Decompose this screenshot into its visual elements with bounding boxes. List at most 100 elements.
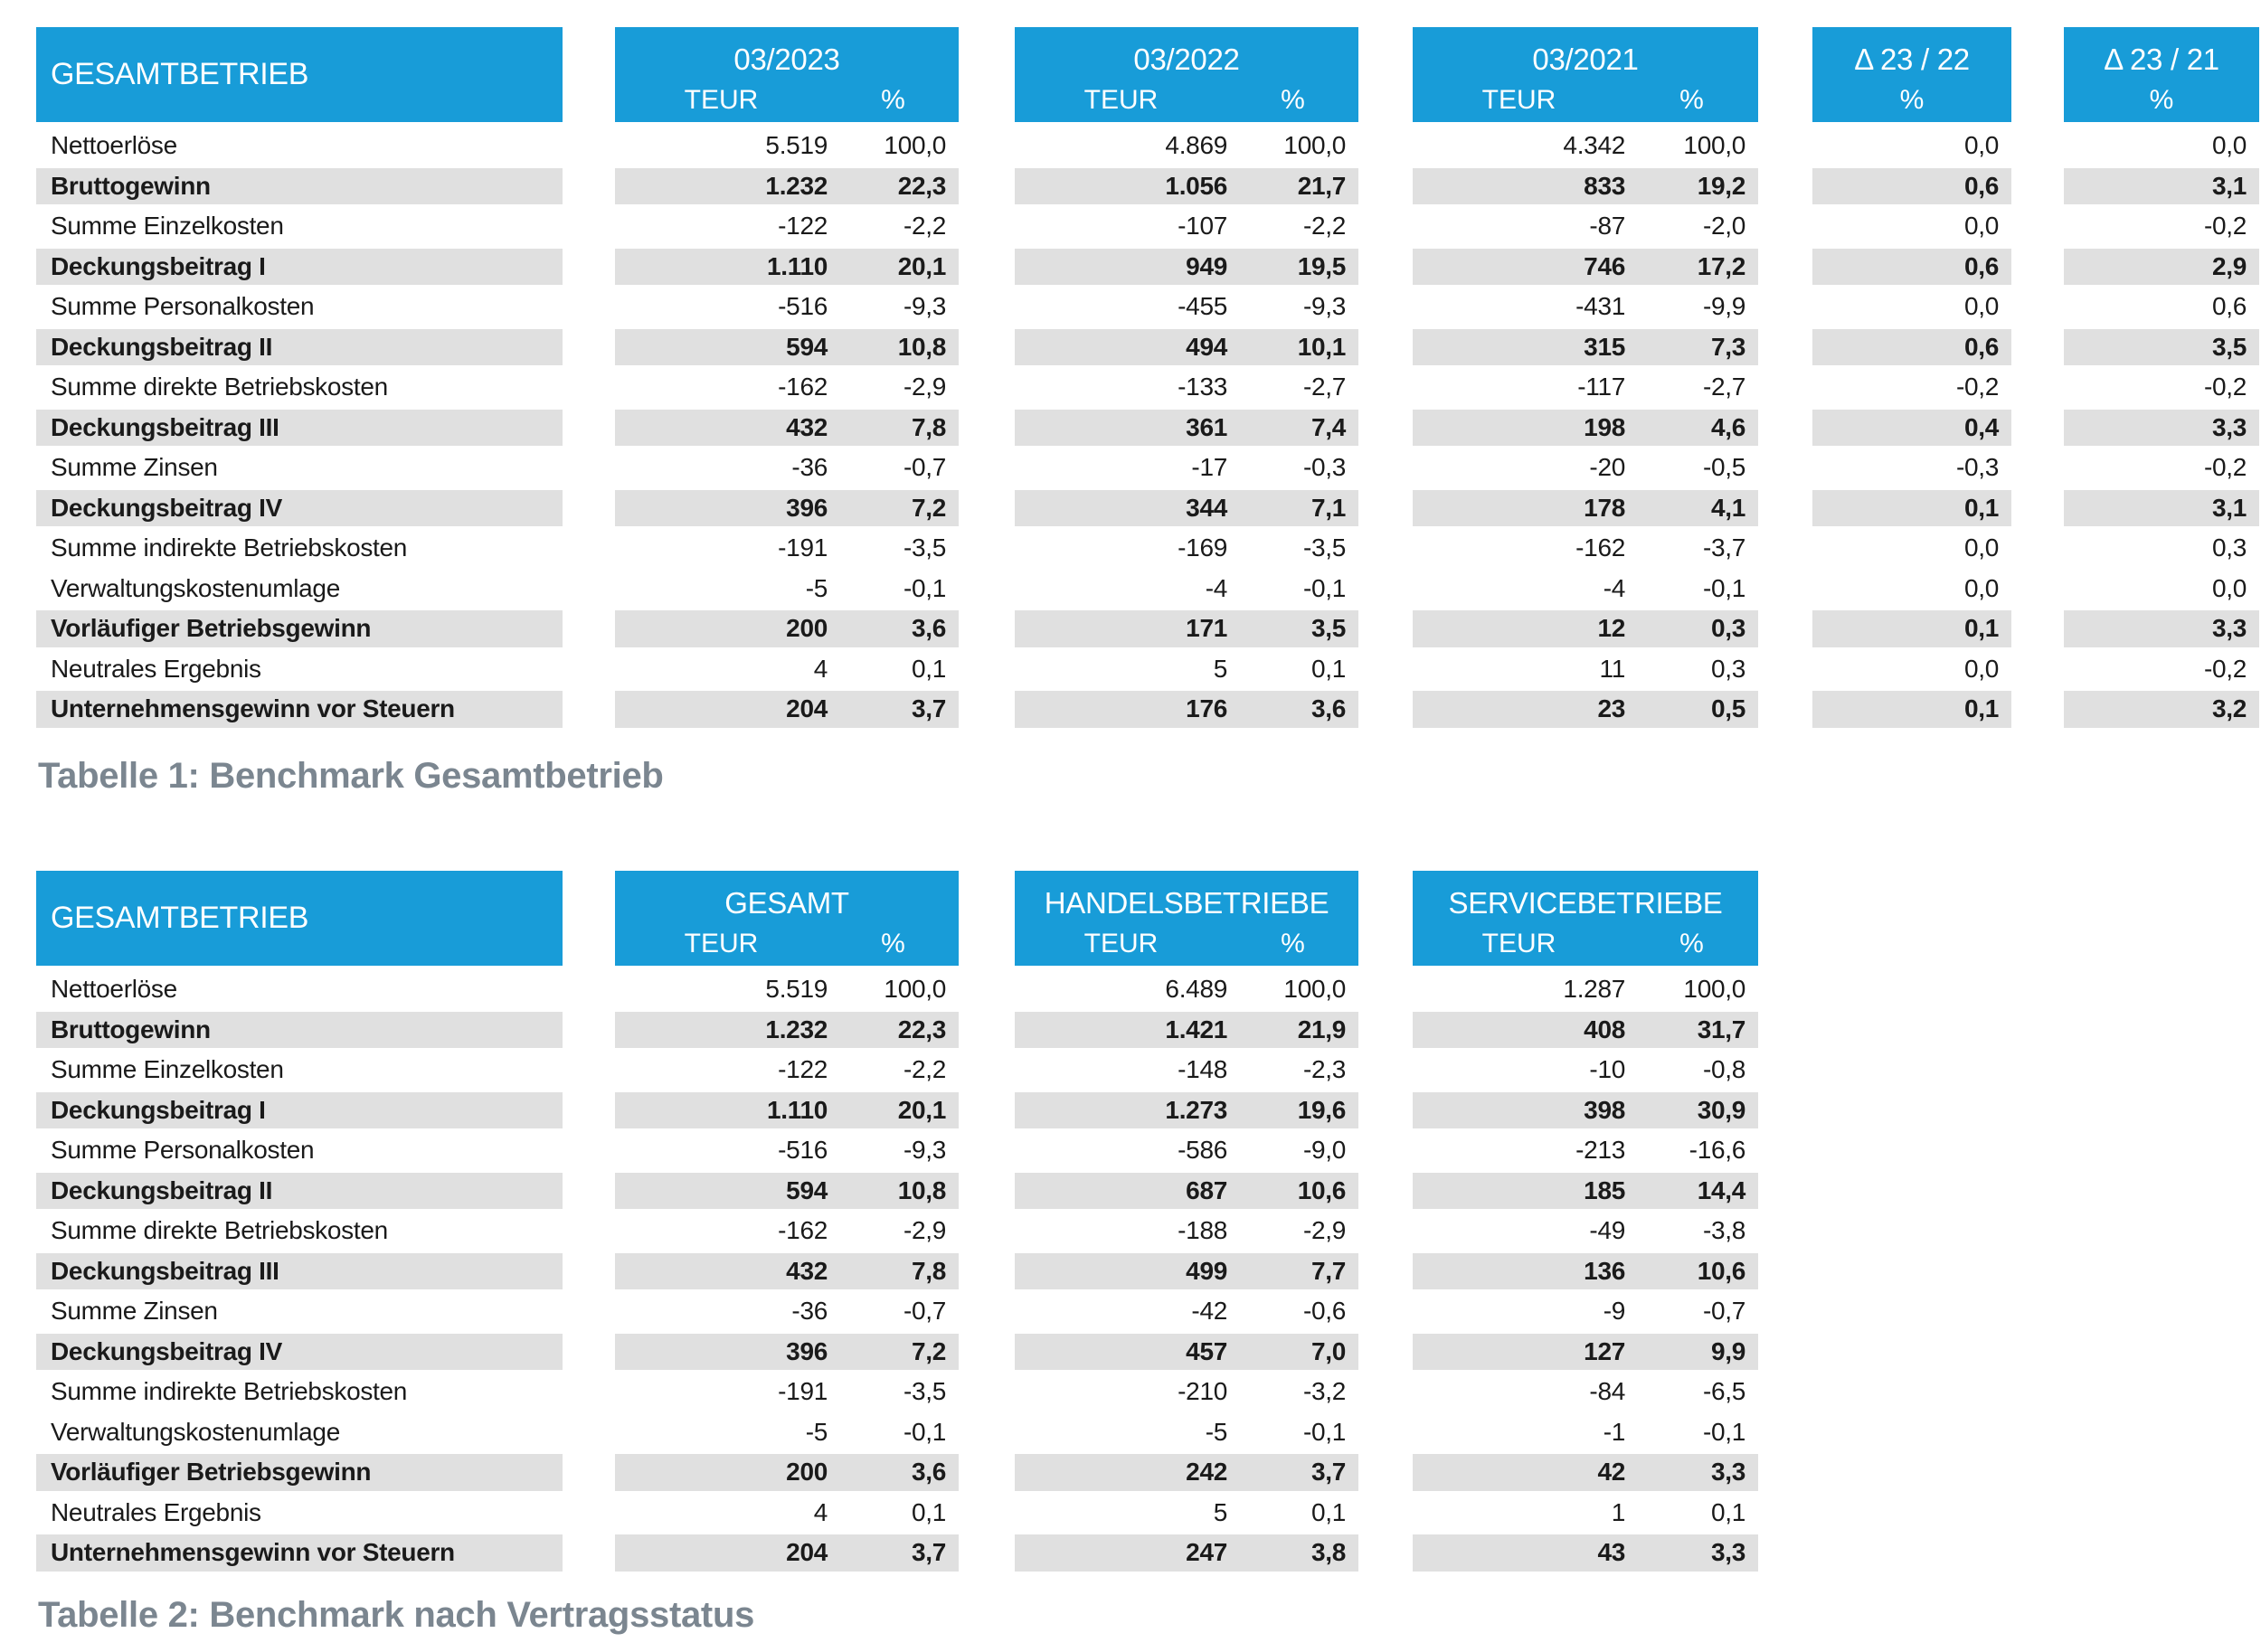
table-row: 127 9,9	[1413, 1331, 1758, 1372]
pct-cell: -0,3	[1955, 453, 1999, 482]
row-label: Summe indirekte Betriebskosten	[51, 533, 408, 562]
table-row: -0,2	[2064, 206, 2259, 247]
pct-cell: 7,8	[911, 412, 946, 441]
table-row: 5 0,1	[1015, 1492, 1358, 1533]
table-row: 0,0	[1812, 287, 2011, 327]
table-row: -0,3	[1812, 448, 2011, 488]
table-row: -0,2	[2064, 367, 2259, 408]
teur-cell: -162	[1575, 533, 1625, 562]
pct-cell: 14,4	[1697, 1175, 1746, 1204]
pct-cell: 0,0	[1963, 533, 1999, 562]
table-row: 746 17,2	[1413, 246, 1758, 287]
table-row: 594 10,8	[615, 1170, 959, 1211]
teur-cell: 198	[1584, 412, 1625, 441]
pct-cell: 0,1	[1310, 654, 1346, 683]
group-units: %	[1812, 79, 2011, 122]
teur-cell: 5.519	[765, 975, 828, 1004]
table-row: Deckungsbeitrag IV	[36, 487, 563, 528]
pct-cell: 0,0	[1963, 212, 1999, 241]
table-row: 0,0	[1812, 126, 2011, 166]
table-row: 3,3	[2064, 609, 2259, 649]
table-row: 0,0	[1812, 528, 2011, 569]
pct-cell: 3,6	[911, 1458, 946, 1487]
pct-cell: -9,0	[1302, 1136, 1346, 1165]
table-row: 178 4,1	[1413, 487, 1758, 528]
table-row: 200 3,6	[615, 609, 959, 649]
teur-cell: -49	[1589, 1216, 1625, 1245]
row-label: Bruttogewinn	[51, 171, 211, 200]
table-title: GESAMTBETRIEB	[36, 871, 563, 966]
teur-cell: 5	[1213, 654, 1228, 683]
teur-cell: -431	[1575, 292, 1625, 321]
table-row: 5 0,1	[1015, 648, 1358, 689]
pct-cell: -0,7	[903, 1297, 946, 1326]
table-row: 0,0	[2064, 568, 2259, 609]
teur-cell: 833	[1584, 171, 1625, 200]
pct-cell: 3,1	[2211, 171, 2247, 200]
table-row: 176 3,6	[1015, 689, 1358, 730]
group-rows: 5.519 100,0 1.232 22,3 -122 -2,2 1.110 20,1 -516…	[615, 126, 959, 730]
teur-cell: -1	[1603, 1417, 1626, 1446]
pct-cell: 22,3	[897, 1015, 947, 1043]
group-units: %	[2064, 79, 2259, 122]
pct-cell: 7,0	[1310, 1336, 1346, 1365]
pct-cell: 0,3	[1710, 654, 1745, 683]
pct-cell: -3,5	[903, 1377, 946, 1406]
pct-cell: 17,2	[1697, 251, 1746, 280]
pct-cell: -0,6	[1302, 1297, 1346, 1326]
table-row: -117 -2,7	[1413, 367, 1758, 408]
teur-cell: 178	[1584, 493, 1625, 522]
teur-cell: -169	[1178, 533, 1227, 562]
pct-cell: 10,6	[1297, 1175, 1347, 1204]
table-row: 396 7,2	[615, 1331, 959, 1372]
row-label: Nettoerlöse	[51, 975, 177, 1004]
table-row: Deckungsbeitrag III	[36, 1251, 563, 1291]
table-row: 1.056 21,7	[1015, 165, 1358, 206]
table-row: 3,1	[2064, 487, 2259, 528]
pct-cell: -2,0	[1702, 212, 1745, 241]
unit-label-teur: TEUR	[1481, 929, 1556, 959]
group-header: HANDELSBETRIEBE TEUR%	[1015, 871, 1358, 966]
teur-cell: 200	[786, 614, 828, 643]
table-row: 1.273 19,6	[1015, 1090, 1358, 1130]
teur-cell: 687	[1186, 1175, 1227, 1204]
group-rows: 5.519 100,0 1.232 22,3 -122 -2,2 1.110 20,1 -516…	[615, 969, 959, 1573]
table-row: 3,3	[2064, 407, 2259, 448]
teur-cell: 361	[1186, 412, 1227, 441]
table-row: 198 4,6	[1413, 407, 1758, 448]
pct-cell: -0,1	[1302, 573, 1346, 602]
pct-cell: 0,1	[911, 654, 946, 683]
teur-cell: 1.287	[1563, 975, 1625, 1004]
teur-cell: 6.489	[1165, 975, 1227, 1004]
table-row: Vorläufiger Betriebsgewinn	[36, 609, 563, 649]
table-title: GESAMTBETRIEB	[36, 27, 563, 122]
table-row: 204 3,7	[615, 1533, 959, 1573]
table-row: -5 -0,1	[1015, 1411, 1358, 1452]
table-row: -84 -6,5	[1413, 1372, 1758, 1412]
table-row: 432 7,8	[615, 407, 959, 448]
table-row: 171 3,5	[1015, 609, 1358, 649]
teur-cell: 398	[1584, 1095, 1625, 1124]
table-row: Summe Zinsen	[36, 1291, 563, 1332]
teur-cell: 204	[786, 694, 828, 723]
table-row: Deckungsbeitrag I	[36, 1090, 563, 1130]
table-row: Verwaltungskostenumlage	[36, 568, 563, 609]
pct-cell: -2,9	[903, 373, 946, 401]
teur-cell: -162	[778, 1216, 828, 1245]
pct-cell: 0,6	[1963, 171, 1999, 200]
table-row: -148 -2,3	[1015, 1050, 1358, 1090]
table-row: 1.232 22,3	[615, 165, 959, 206]
teur-cell: -213	[1575, 1136, 1625, 1165]
table-row: -122 -2,2	[615, 206, 959, 247]
pct-cell: -2,7	[1302, 373, 1346, 401]
teur-cell: -586	[1178, 1136, 1227, 1165]
table-row: -210 -3,2	[1015, 1372, 1358, 1412]
table-row: Summe Personalkosten	[36, 1130, 563, 1171]
pct-cell: 3,3	[1710, 1538, 1745, 1567]
table-row: 0,1	[1812, 609, 2011, 649]
unit-label-pct: %	[1281, 929, 1305, 959]
group-rows: 4.342 100,0 833 19,2 -87 -2,0 746 17,2 -431 -9,9 3…	[1413, 126, 1758, 730]
pct-cell: 7,7	[1310, 1256, 1346, 1285]
table-row: 687 10,6	[1015, 1170, 1358, 1211]
